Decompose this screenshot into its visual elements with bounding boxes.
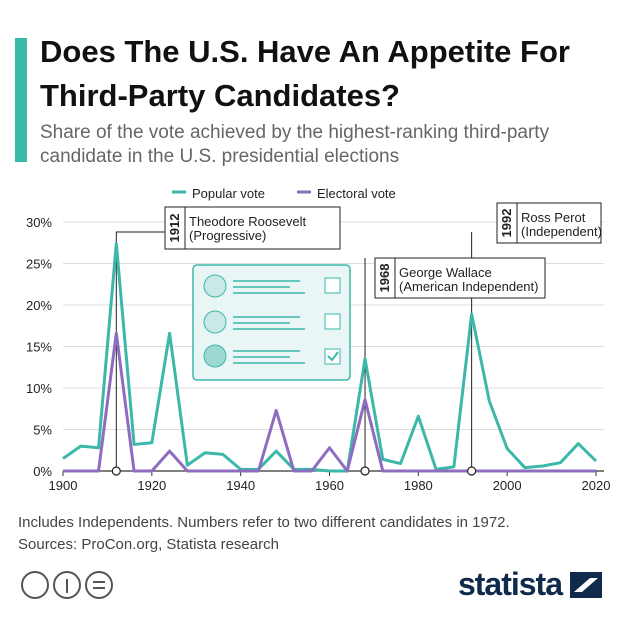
annotation-box: [164, 206, 341, 250]
source: Sources: ProCon.org, Statista research: [18, 536, 279, 553]
footer: Includes Independents. Numbers refer to …: [18, 512, 510, 556]
illustration: [192, 264, 351, 381]
y-tick-label: 20%: [26, 298, 52, 313]
annotation-name: Theodore Roosevelt: [189, 214, 306, 229]
x-tick-label: 2020: [582, 478, 611, 493]
line-series: [62, 242, 598, 473]
annotation-name: Ross Perot: [521, 210, 586, 225]
annotation-marker: [467, 466, 477, 476]
y-tick-label: 25%: [26, 257, 52, 272]
annotation-marker: [360, 466, 370, 476]
legend-label: Popular vote: [192, 186, 265, 201]
y-tick-label: 0%: [33, 464, 52, 479]
annotation-party: (Independent): [521, 224, 602, 239]
annotation-year: 1912: [167, 214, 182, 243]
y-tick-label: 10%: [26, 381, 52, 396]
y-tick-label: 15%: [26, 340, 52, 355]
annotation-marker: [111, 466, 121, 476]
annotation-year: 1968: [377, 264, 392, 293]
note: Includes Independents. Numbers refer to …: [18, 514, 510, 531]
license-icons: [21, 571, 113, 599]
legend-label: Electoral vote: [317, 186, 396, 201]
line-series: [63, 331, 596, 473]
annotation-party: (American Independent): [399, 279, 538, 294]
chart-subtitle: Share of the vote achieved by the highes…: [40, 122, 550, 167]
accent-bar: [15, 38, 27, 162]
x-tick-label: 1960: [315, 478, 344, 493]
annotation-year: 1992: [499, 209, 514, 238]
annotation-leader: [115, 231, 165, 471]
x-tick-label: 1940: [226, 478, 255, 493]
annotation-party: (Progressive): [189, 228, 266, 243]
x-tick-label: 1900: [49, 478, 78, 493]
chart-title: Does The U.S. Have An Appetite For Third…: [40, 34, 570, 113]
x-tick-label: 2000: [493, 478, 522, 493]
x-tick-label: 1980: [404, 478, 433, 493]
annotation-box: [374, 257, 546, 299]
brand-logo: [570, 572, 602, 598]
annotation-name: George Wallace: [399, 265, 492, 280]
y-tick-label: 30%: [26, 215, 52, 230]
annotation-box: [496, 202, 602, 244]
x-tick-label: 1920: [137, 478, 166, 493]
brand: statista: [457, 566, 563, 602]
y-tick-label: 5%: [33, 423, 52, 438]
